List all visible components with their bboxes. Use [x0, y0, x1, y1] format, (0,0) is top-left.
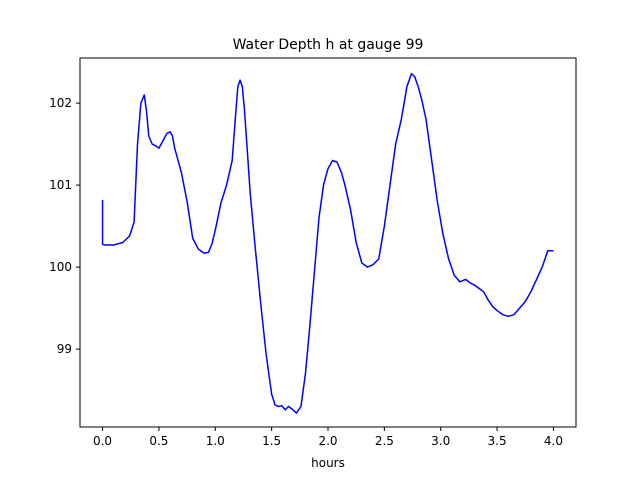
y-tick-label: 99	[57, 342, 72, 356]
x-tick-label: 2.0	[318, 434, 337, 448]
x-tick-label: 3.0	[431, 434, 450, 448]
y-tick-label: 101	[49, 178, 72, 192]
chart-title: Water Depth h at gauge 99	[233, 37, 424, 53]
x-tick-label: 1.5	[262, 434, 281, 448]
series-line	[101, 72, 554, 414]
x-tick-label: 0.0	[93, 434, 112, 448]
x-axis-label: hours	[311, 456, 345, 470]
y-tick-label: 100	[49, 260, 72, 274]
x-tick-label: 0.5	[149, 434, 168, 448]
x-tick-label: 1.0	[206, 434, 225, 448]
x-tick-label: 2.5	[375, 434, 394, 448]
plot-layer	[101, 72, 554, 414]
tick-layer: 0.0 0.5 1.0 1.5 2.0 2.5 3.0 3.5 4.0 99 100 101 102	[49, 96, 563, 448]
y-tick-label: 102	[49, 96, 72, 110]
plot-frame	[79, 57, 577, 428]
x-tick-label: 3.5	[488, 434, 507, 448]
x-tick-label: 4.0	[544, 434, 563, 448]
